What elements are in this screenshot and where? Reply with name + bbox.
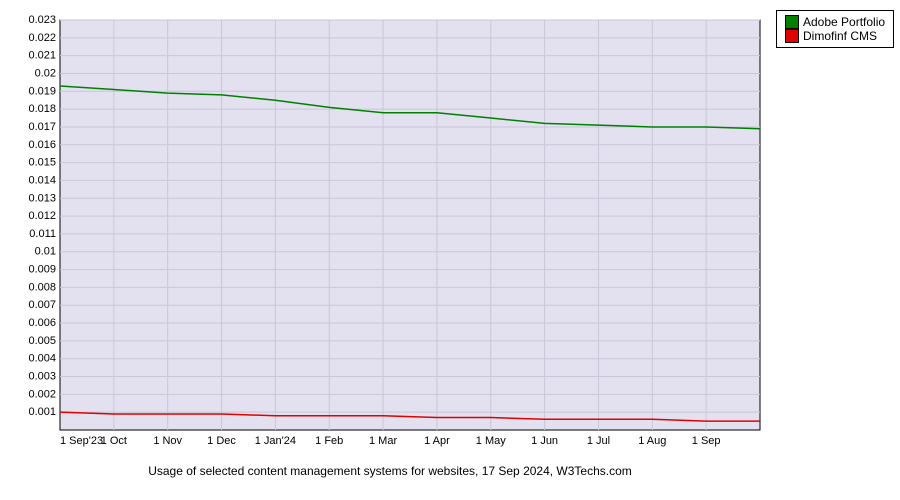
legend-item: Dimofinf CMS (785, 29, 885, 43)
svg-text:1 Apr: 1 Apr (424, 435, 450, 447)
svg-text:0.001: 0.001 (28, 406, 56, 418)
svg-text:0.023: 0.023 (28, 14, 56, 26)
legend-item: Adobe Portfolio (785, 15, 885, 29)
svg-text:1 Oct: 1 Oct (101, 435, 127, 447)
svg-text:0.016: 0.016 (28, 139, 56, 151)
svg-text:0.008: 0.008 (28, 281, 56, 293)
svg-text:1 Sep'23: 1 Sep'23 (60, 435, 103, 447)
svg-text:0.011: 0.011 (29, 228, 56, 240)
svg-text:0.013: 0.013 (28, 192, 56, 204)
chart-area: 0.001 0.002 0.003 0.004 0.005 0.006 0.007 0.008… (10, 10, 770, 478)
svg-text:0.017: 0.017 (28, 121, 56, 133)
svg-text:1 May: 1 May (476, 435, 506, 447)
svg-text:0.015: 0.015 (28, 157, 56, 169)
svg-text:0.006: 0.006 (28, 317, 56, 329)
svg-text:0.002: 0.002 (28, 388, 56, 400)
svg-text:0.004: 0.004 (28, 353, 56, 365)
svg-text:0.018: 0.018 (28, 103, 56, 115)
svg-text:1 Jan'24: 1 Jan'24 (255, 435, 296, 447)
svg-text:0.003: 0.003 (28, 371, 56, 383)
svg-text:0.014: 0.014 (28, 174, 56, 186)
svg-text:0.021: 0.021 (28, 50, 56, 62)
svg-text:1 Aug: 1 Aug (638, 435, 666, 447)
chart-container: 0.001 0.002 0.003 0.004 0.005 0.006 0.007 0.008… (10, 10, 890, 478)
svg-text:1 Feb: 1 Feb (315, 435, 343, 447)
svg-text:0.009: 0.009 (28, 264, 56, 276)
svg-text:1 Sep: 1 Sep (692, 435, 721, 447)
legend-label: Dimofinf CMS (803, 29, 877, 43)
chart-svg: 0.001 0.002 0.003 0.004 0.005 0.006 0.007 0.008… (10, 10, 770, 460)
legend-swatch (785, 15, 799, 29)
svg-text:0.02: 0.02 (35, 67, 56, 79)
svg-text:1 Mar: 1 Mar (369, 435, 397, 447)
legend-swatch (785, 29, 799, 43)
svg-text:1 Jul: 1 Jul (587, 435, 610, 447)
svg-text:0.007: 0.007 (28, 299, 56, 311)
svg-text:0.012: 0.012 (28, 210, 56, 222)
svg-text:0.005: 0.005 (28, 335, 56, 347)
svg-text:0.019: 0.019 (28, 85, 56, 97)
svg-text:1 Dec: 1 Dec (207, 435, 236, 447)
chart-caption: Usage of selected content management sys… (10, 464, 770, 478)
legend-label: Adobe Portfolio (803, 15, 885, 29)
legend: Adobe PortfolioDimofinf CMS (776, 10, 894, 48)
svg-text:1 Nov: 1 Nov (153, 435, 182, 447)
svg-text:1 Jun: 1 Jun (531, 435, 558, 447)
svg-text:0.01: 0.01 (35, 246, 56, 258)
svg-text:0.022: 0.022 (28, 32, 56, 44)
